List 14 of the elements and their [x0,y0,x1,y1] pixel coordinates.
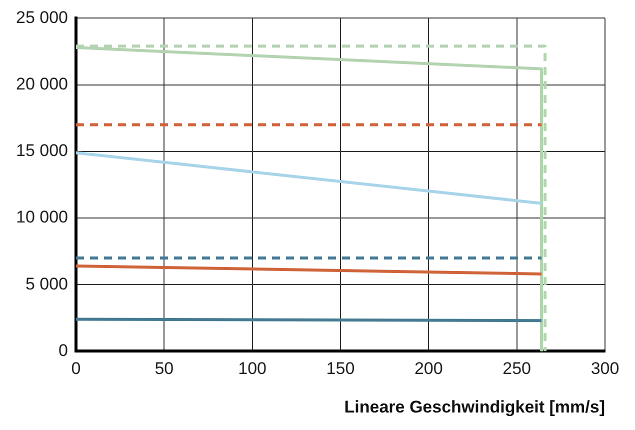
x-tick-label: 0 [71,359,81,378]
x-tick-label: 150 [326,359,355,378]
x-tick-label: 250 [502,359,532,378]
x-tick-label: 200 [414,359,443,378]
x-tick-label: 100 [238,359,267,378]
y-tick-label: 20 000 [16,74,68,94]
y-tick-label: 10 000 [16,208,68,227]
x-axis-title: Lineare Geschwindigkeit [mm/s] [344,397,605,416]
y-tick-label: 0 [58,340,68,360]
x-tick-label: 300 [590,359,620,378]
y-tick-label: 5 000 [25,274,68,294]
x-tick-label: 50 [154,359,174,378]
y-tick-label: 25 000 [16,8,68,27]
y-tick-label: 15 000 [16,141,68,160]
